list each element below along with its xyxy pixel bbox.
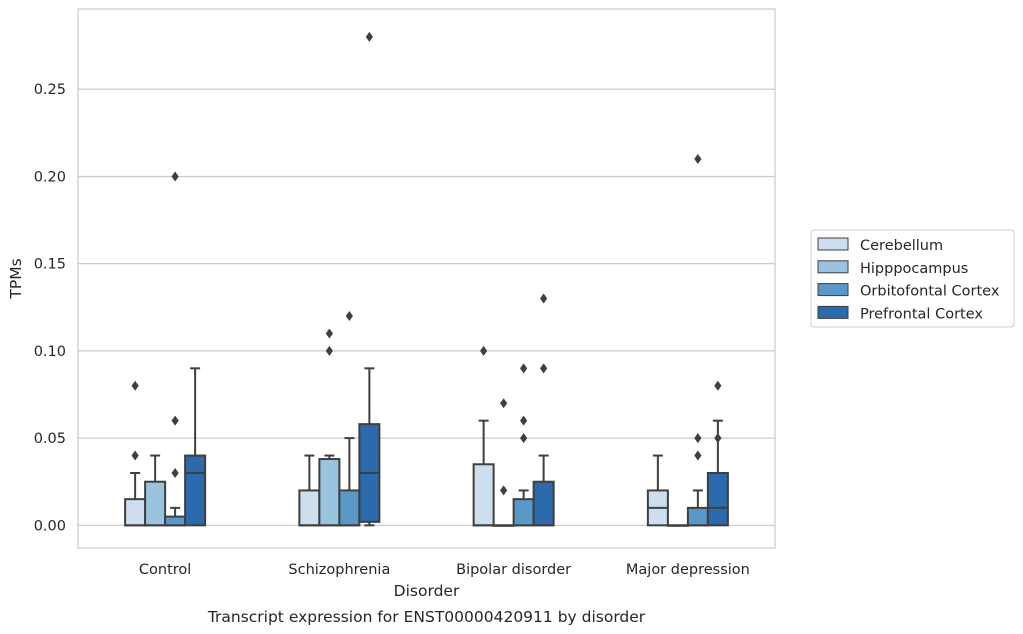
legend-item: Orbitofontal Cortex: [817, 283, 1000, 300]
box-orbitofontal-cortex-bipolar-disorder: [512, 363, 535, 527]
legend-swatch: [817, 283, 849, 297]
box-hipppocampus-bipolar-disorder: [492, 398, 515, 527]
outlier-point: [480, 345, 488, 356]
box-hipppocampus-control: [144, 454, 167, 527]
outlier-point: [325, 345, 333, 356]
outlier-point: [714, 380, 722, 391]
x-tick-label: Bipolar disorder: [456, 562, 571, 578]
legend-swatch: [817, 237, 849, 251]
outlier-point: [131, 380, 139, 391]
box-body: [512, 498, 535, 527]
y-axis-ticks: 0.00 0.05 0.10 0.15 0.20 0.25: [34, 82, 66, 534]
outlier-point: [694, 433, 702, 444]
legend-item: Prefrontal Cortex: [817, 305, 983, 322]
outlier-point: [500, 485, 508, 496]
outlier-point: [694, 154, 702, 165]
outlier-point: [540, 293, 548, 304]
legend-swatch: [817, 305, 849, 319]
y-tick-label: 0.05: [34, 431, 66, 447]
legend-label: Cerebellum: [860, 238, 943, 254]
box-orbitofontal-cortex-control: [164, 171, 187, 527]
legend-label: Hipppocampus: [860, 261, 968, 277]
plot-area-frame: [77, 8, 776, 549]
outlier-point: [694, 450, 702, 461]
box-cerebellum-schizophrenia: [298, 454, 321, 527]
outlier-point: [365, 31, 373, 42]
legend: Cerebellum Hipppocampus Orbitofontal Corte…: [810, 229, 1015, 328]
box-body: [184, 454, 207, 527]
outlier-point: [345, 311, 353, 322]
box-body: [164, 515, 187, 527]
outlier-point: [325, 328, 333, 339]
box-hipppocampus-major-depression: [666, 524, 689, 527]
x-axis-label: Disorder: [394, 582, 460, 600]
box-body: [686, 506, 709, 527]
chart-caption: Transcript expression for ENST0000042091…: [207, 608, 646, 626]
outlier-point: [714, 433, 722, 444]
x-tick-label: Major depression: [626, 562, 750, 578]
legend-label: Prefrontal Cortex: [860, 306, 983, 322]
x-tick-label: Schizophrenia: [288, 562, 390, 578]
box-body: [298, 489, 321, 527]
legend-swatch: [817, 260, 849, 274]
outlier-point: [520, 363, 528, 374]
legend-label: Orbitofontal Cortex: [860, 284, 1000, 300]
outlier-point: [171, 415, 179, 426]
box-body: [472, 463, 495, 527]
outlier-point: [540, 363, 548, 374]
box-body: [706, 471, 729, 527]
y-tick-label: 0.25: [34, 82, 66, 98]
legend-item: Cerebellum: [817, 237, 943, 254]
outlier-point: [520, 415, 528, 426]
box-body: [532, 480, 555, 527]
box-orbitofontal-cortex-major-depression: [686, 154, 709, 527]
y-tick-label: 0.10: [34, 344, 66, 360]
outlier-point: [171, 171, 179, 182]
box-prefrontal-cortex-control: [184, 367, 207, 527]
outlier-point: [171, 467, 179, 478]
y-tick-label: 0.00: [34, 518, 66, 534]
box-body: [144, 480, 167, 527]
grid-lines: [78, 88, 775, 526]
box-orbitofontal-cortex-schizophrenia: [338, 311, 361, 527]
y-tick-label: 0.20: [34, 169, 66, 185]
box-cerebellum-bipolar-disorder: [472, 345, 495, 527]
box-body: [318, 458, 341, 527]
outlier-point: [520, 433, 528, 444]
box-prefrontal-cortex-major-depression: [706, 380, 729, 527]
box-plot-series: [124, 31, 729, 527]
box-hipppocampus-schizophrenia: [318, 328, 341, 527]
outlier-point: [131, 450, 139, 461]
box-prefrontal-cortex-bipolar-disorder: [532, 293, 555, 527]
y-tick-label: 0.15: [34, 257, 66, 273]
outlier-point: [500, 398, 508, 409]
x-axis-ticks: Control Schizophrenia Bipolar disorder Majo…: [139, 562, 750, 578]
box-prefrontal-cortex-schizophrenia: [358, 31, 381, 527]
y-axis-label: TPMs: [7, 258, 25, 299]
legend-item: Hipppocampus: [817, 260, 968, 277]
x-tick-label: Control: [139, 562, 191, 578]
box-cerebellum-major-depression: [646, 454, 669, 527]
box-body: [124, 498, 147, 527]
legend-frame: [810, 229, 1015, 328]
box-cerebellum-control: [124, 380, 147, 527]
box-body: [338, 489, 361, 527]
